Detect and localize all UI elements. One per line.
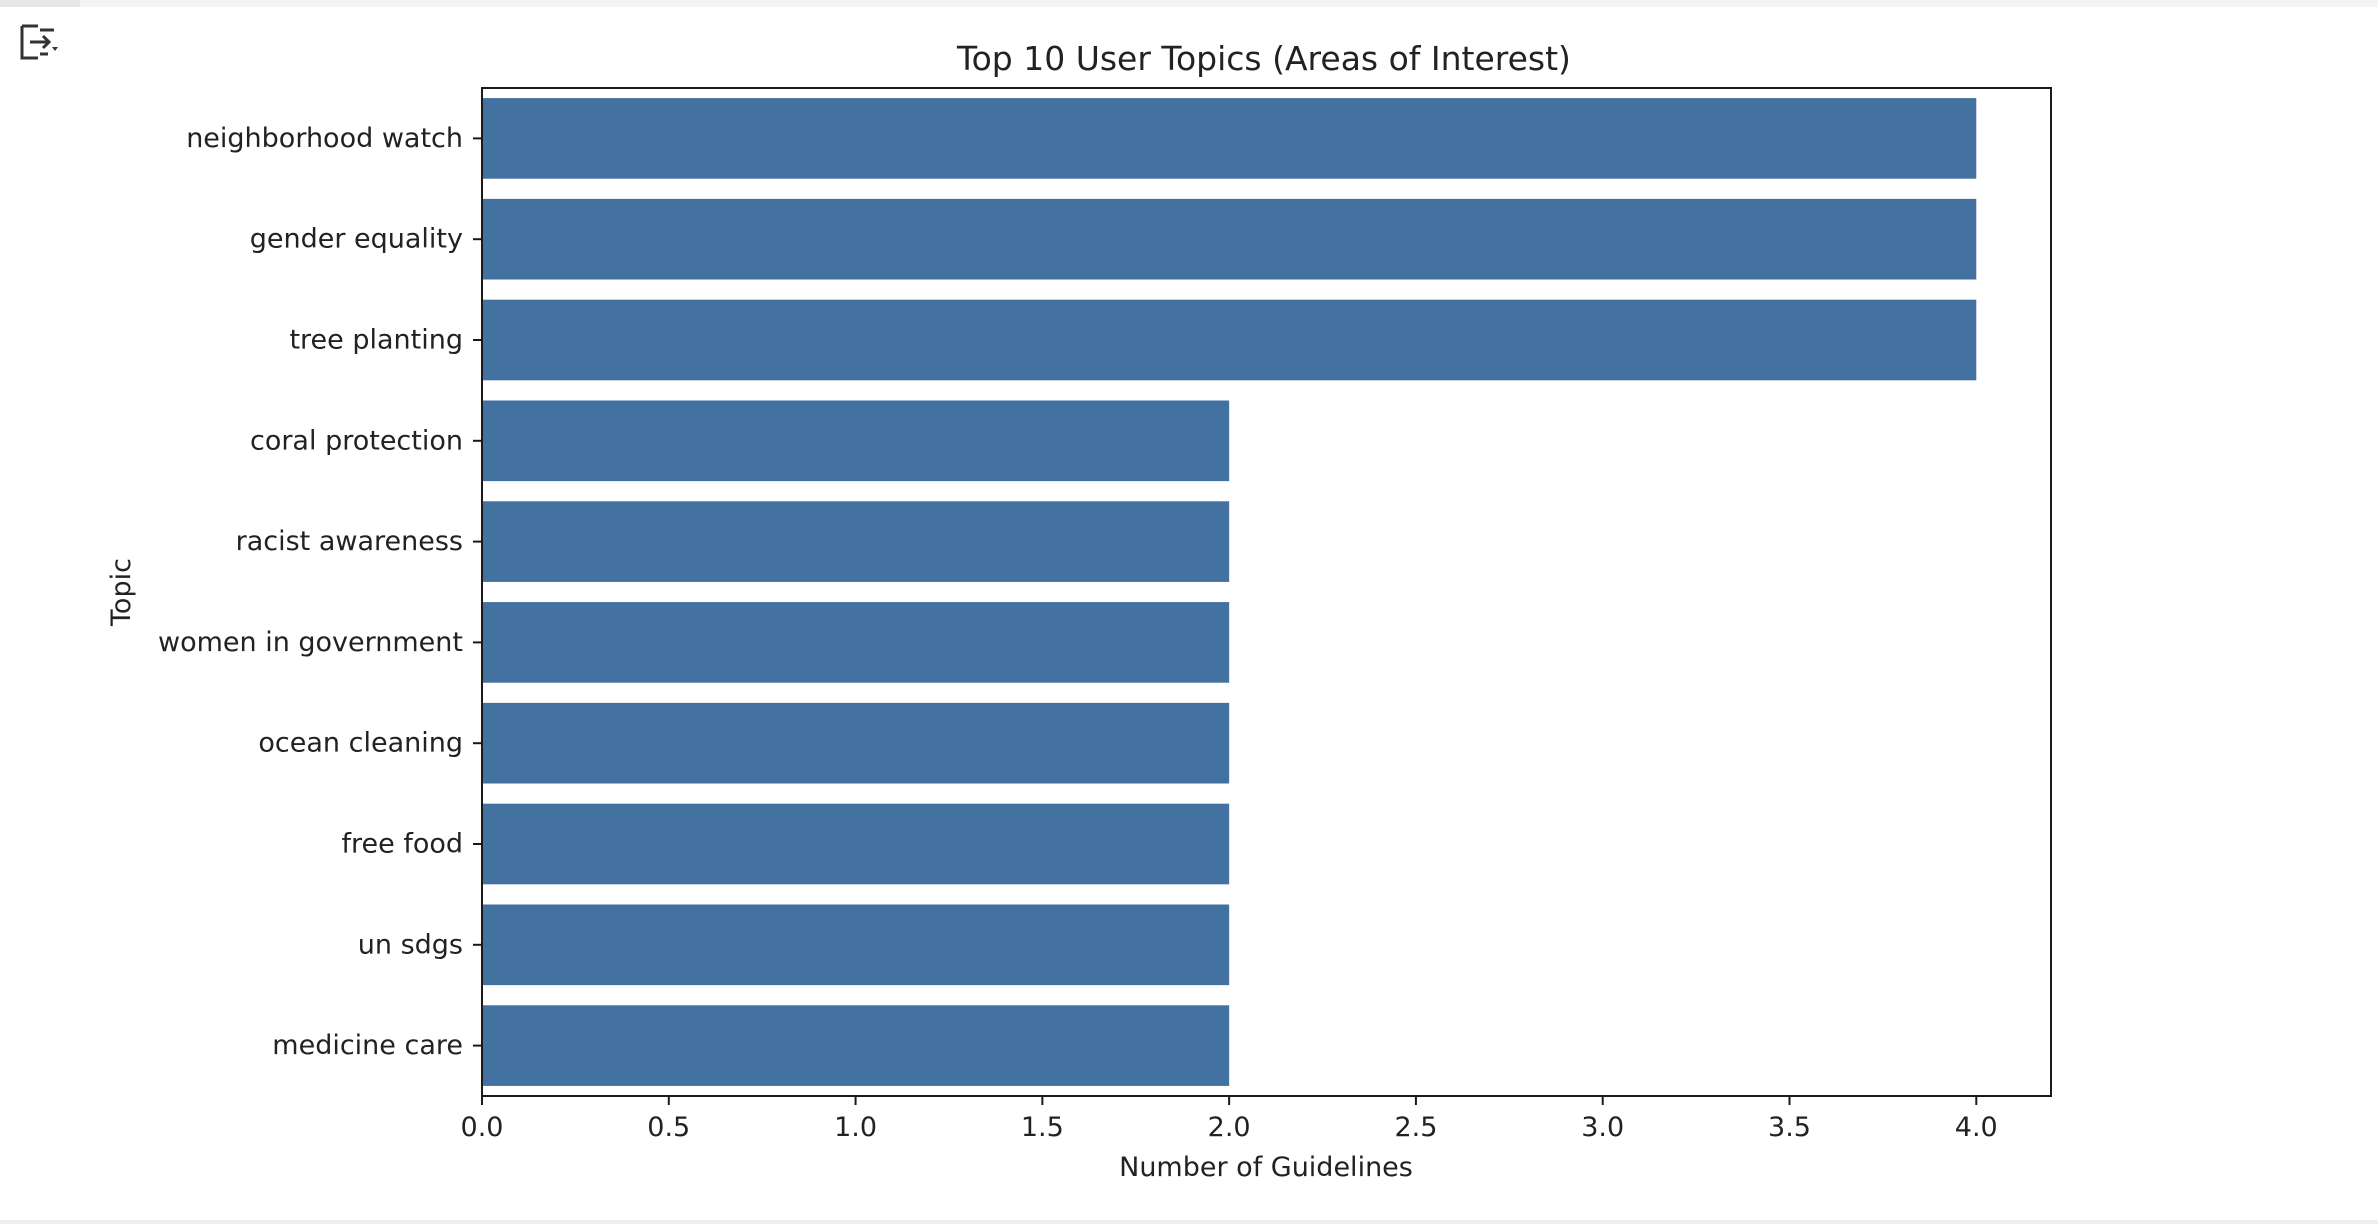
x-tick-label: 0.5: [647, 1112, 690, 1143]
y-axis: neighborhood watch gender equality tree pl…: [158, 123, 482, 1061]
bar-ocean-cleaning: [482, 702, 1230, 784]
y-tick-label: racist awareness: [236, 526, 463, 557]
y-tick-label: free food: [342, 829, 464, 860]
x-tick-label: 1.0: [834, 1112, 877, 1143]
y-axis-label: Topic: [106, 558, 137, 627]
chart-title: Top 10 User Topics (Areas of Interest): [956, 39, 1571, 78]
y-tick-label: ocean cleaning: [258, 728, 463, 759]
y-tick-label: medicine care: [272, 1030, 463, 1061]
bar-women-in-government: [482, 602, 1230, 683]
bar-free-food: [482, 803, 1230, 885]
x-tick-label: 3.0: [1581, 1112, 1624, 1143]
y-tick-label: coral protection: [250, 425, 463, 456]
y-tick-label: un sdgs: [358, 929, 463, 960]
cell-top-bar-left: [0, 0, 80, 7]
y-tick-label: gender equality: [250, 224, 463, 255]
x-tick-label: 3.5: [1768, 1112, 1811, 1143]
output-toggle-button[interactable]: [18, 20, 64, 64]
y-tick-label: tree planting: [289, 325, 463, 356]
bars-layer: [482, 98, 1977, 1086]
bar-gender-equality: [482, 198, 1977, 280]
x-axis-label: Number of Guidelines: [1119, 1152, 1413, 1183]
x-tick-label: 1.5: [1021, 1112, 1064, 1143]
cell-top-bar: [0, 0, 2378, 7]
x-tick-label: 0.0: [461, 1112, 504, 1143]
output-toggle-icon: [20, 24, 58, 60]
bar-medicine-care: [482, 1005, 1230, 1086]
x-axis: 0.0 0.5 1.0 1.5 2.0 2.5 3.0 3.5 4.0: [461, 1096, 1998, 1143]
y-tick-label: neighborhood watch: [186, 123, 463, 154]
y-tick-label: women in government: [158, 627, 463, 658]
bar-coral-protection: [482, 400, 1230, 482]
bar-racist-awareness: [482, 501, 1230, 582]
plot-frame: [481, 87, 2052, 1097]
x-tick-label: 2.0: [1208, 1112, 1251, 1143]
bar-un-sdgs: [482, 904, 1230, 986]
bar-tree-planting: [482, 299, 1977, 381]
bar-neighborhood-watch: [482, 98, 1977, 179]
x-tick-label: 4.0: [1955, 1112, 1998, 1143]
cell-bottom-bar: [0, 1220, 2378, 1224]
x-tick-label: 2.5: [1394, 1112, 1437, 1143]
